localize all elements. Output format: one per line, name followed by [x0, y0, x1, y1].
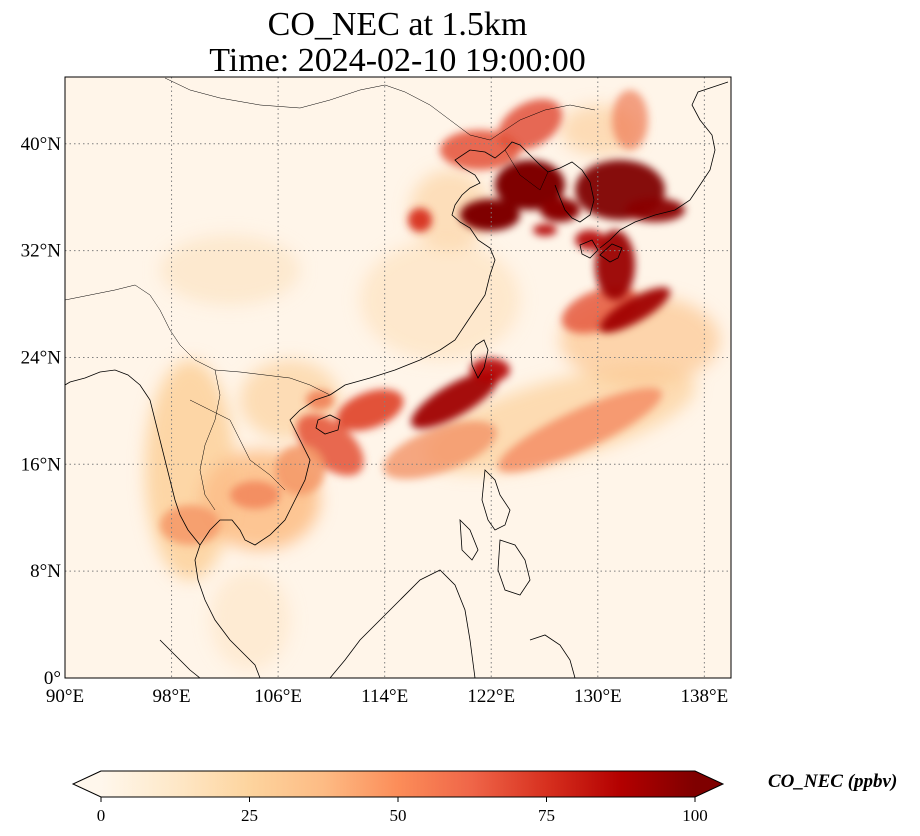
gridlines [65, 77, 731, 678]
map-title-line2: Time: 2024-02-10 19:00:00 [209, 42, 586, 79]
lat-tick-label: 24°N [21, 347, 62, 368]
colorbar-gradient [101, 771, 695, 797]
lon-tick-label: 106°E [254, 686, 302, 707]
axis-tick-labels: 90°E 98°E 106°E 114°E 122°E 130°E 138°E 0° 8°N 16… [21, 134, 729, 707]
colorbar-ticks: 0 25 50 75 100 [97, 797, 708, 825]
lon-tick-label: 90°E [46, 686, 84, 707]
lat-tick-label: 0° [44, 668, 61, 689]
lon-tick-label: 138°E [681, 686, 729, 707]
colorbar-tick-label: 50 [390, 806, 407, 825]
lat-tick-label: 40°N [21, 134, 62, 155]
colorbar: 0 25 50 75 100 [71, 770, 725, 825]
colorbar-tick-label: 25 [241, 806, 258, 825]
lat-tick-label: 32°N [21, 241, 62, 262]
map-border [64, 76, 732, 679]
medium-concentration-plumes [160, 90, 663, 545]
colorbar-tick-label: 100 [682, 806, 708, 825]
concentration-field [65, 77, 731, 678]
lon-tick-label: 98°E [152, 686, 190, 707]
colorbar-over-arrow [695, 771, 723, 797]
colorbar-tick-label: 75 [538, 806, 555, 825]
lat-tick-label: 8°N [30, 561, 61, 582]
lon-tick-label: 130°E [574, 686, 622, 707]
lon-tick-label: 114°E [361, 686, 408, 707]
lon-tick-label: 122°E [467, 686, 515, 707]
map-title-line1: CO_NEC at 1.5km [267, 6, 528, 43]
high-concentration-plumes [410, 160, 685, 429]
coastlines [65, 77, 729, 678]
colorbar-tick-label: 0 [97, 806, 106, 825]
colorbar-label: CO_NEC (ppbv) [768, 771, 898, 792]
colorbar-under-arrow [73, 771, 101, 797]
lat-tick-label: 16°N [21, 454, 62, 475]
